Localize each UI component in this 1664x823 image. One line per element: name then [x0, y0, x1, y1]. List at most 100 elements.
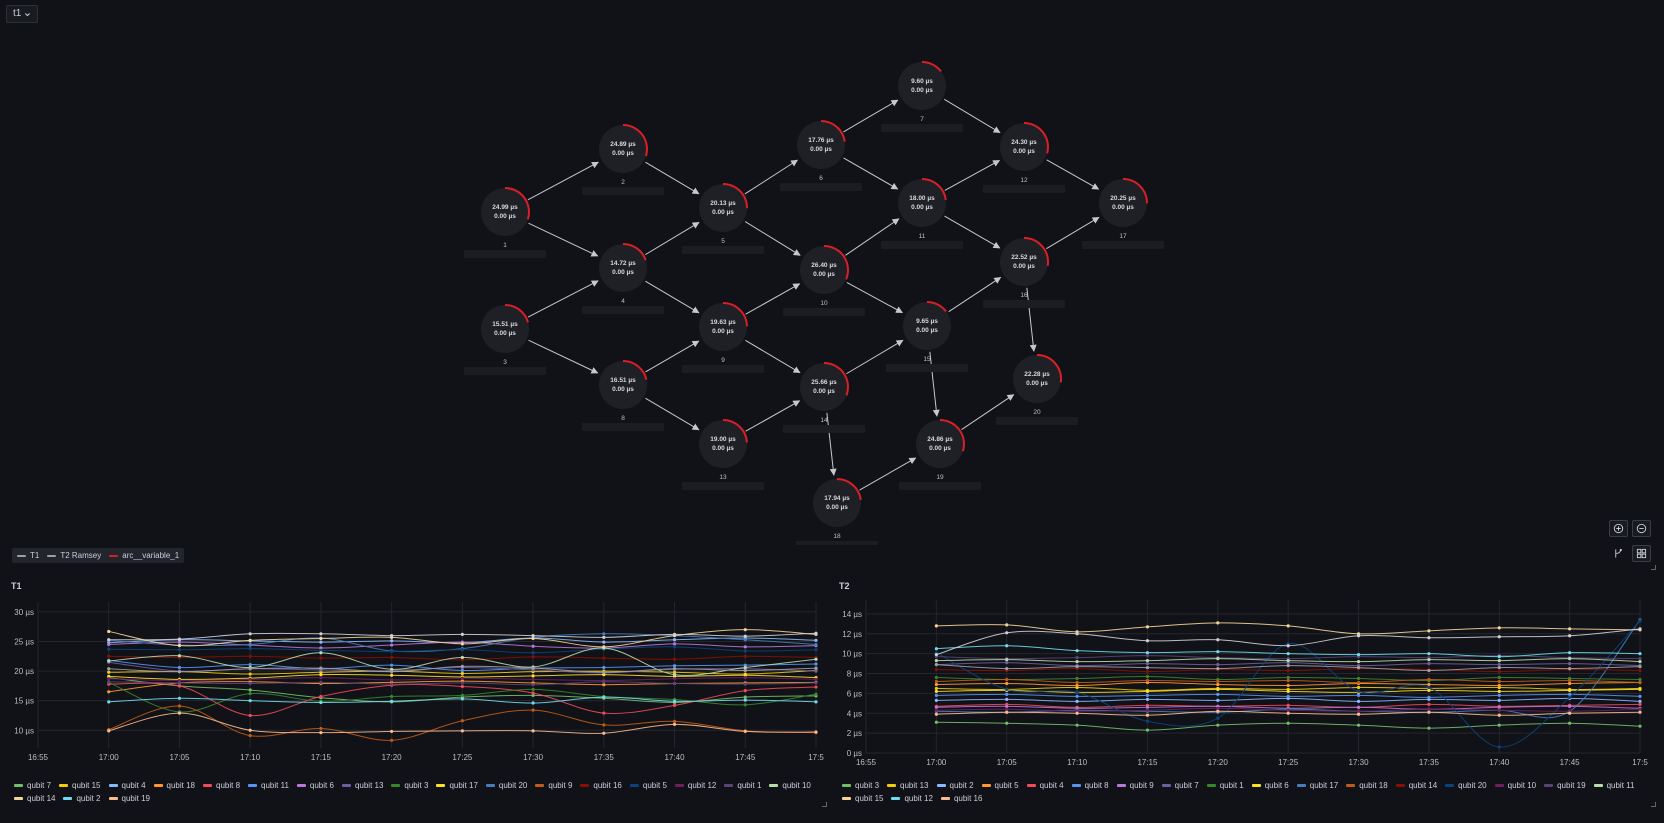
legend-item-qubit-12[interactable]: qubit 12 [674, 781, 716, 790]
graph-node-15[interactable]: 9.65 µs 0.00 µs 15 [886, 301, 968, 372]
graph-node-1[interactable]: 24.99 µs 0.00 µs 1 [464, 187, 546, 258]
legend-item-qubit-10[interactable]: qubit 10 [1494, 781, 1536, 790]
legend-item-qubit-20[interactable]: qubit 20 [1445, 781, 1487, 790]
data-point [248, 681, 252, 686]
graph-node-10[interactable]: 26.40 µs 0.00 µs 10 [783, 245, 865, 316]
legend-item-qubit-7[interactable]: qubit 7 [1161, 781, 1199, 790]
graph-node-13[interactable]: 19.00 µs 0.00 µs 13 [682, 419, 764, 490]
data-point [934, 679, 938, 684]
data-point [743, 634, 747, 638]
resize-handle[interactable] [1651, 565, 1656, 570]
legend-item-qubit-2[interactable]: qubit 2 [63, 794, 101, 803]
zoom-in-button[interactable] [1609, 520, 1628, 537]
legend-item-qubit-9[interactable]: qubit 9 [535, 781, 572, 790]
legend-item-qubit-12[interactable]: qubit 12 [891, 794, 933, 803]
node-arc [820, 120, 846, 142]
graph-node-6[interactable]: 17.76 µs 0.00 µs 6 [780, 120, 862, 191]
legend-item-qubit-16[interactable]: qubit 16 [580, 781, 622, 790]
graph-node-18[interactable]: 17.94 µs 0.00 µs 18 [796, 478, 878, 545]
data-point [1356, 676, 1361, 681]
legend-item-arc-variable[interactable]: arc__variable_1 [109, 551, 179, 560]
legend-item-qubit-18[interactable]: qubit 18 [1346, 781, 1388, 790]
legend-item-qubit-20[interactable]: qubit 20 [485, 781, 527, 790]
legend-item-qubit-6[interactable]: qubit 6 [1251, 781, 1289, 790]
legend-item-qubit-11[interactable]: qubit 11 [1593, 781, 1634, 790]
legend-item-qubit-8[interactable]: qubit 8 [203, 781, 240, 790]
legend-item-qubit-1[interactable]: qubit 1 [724, 781, 761, 790]
t2-resize-handle[interactable] [1651, 802, 1656, 807]
data-point [460, 729, 464, 733]
graph-node-11[interactable]: 18.00 µs 0.00 µs 11 [881, 178, 963, 249]
legend-label: qubit 9 [548, 781, 573, 790]
edge-1-2 [527, 161, 599, 201]
legend-item-qubit-3[interactable]: qubit 3 [391, 781, 428, 790]
legend-item-qubit-15[interactable]: qubit 15 [59, 781, 101, 790]
t2-chart[interactable]: 0 µs 2 µs 4 µs 6 µs 8 µs 10 µs 12 µs 14 µs 16:55… [828, 596, 1664, 779]
legend-item-qubit-19[interactable]: qubit 19 [108, 794, 150, 803]
data-point [1075, 690, 1079, 695]
data-point [107, 677, 111, 681]
legend-item-qubit-5[interactable]: qubit 5 [629, 781, 667, 790]
legend-item-qubit-18[interactable]: qubit 18 [153, 781, 195, 790]
legend-item-t1[interactable]: T1 [17, 551, 39, 560]
data-point [602, 656, 606, 660]
graph-node-8[interactable]: 16.51 µs 0.00 µs 8 [582, 360, 664, 431]
legend-item-qubit-5[interactable]: qubit 5 [981, 781, 1019, 790]
graph-node-7[interactable]: 9.60 µs 0.00 µs 7 [881, 61, 963, 132]
data-point [460, 664, 464, 668]
data-point [1568, 666, 1572, 671]
data-point [1216, 723, 1220, 727]
node-secondary-bar [881, 241, 963, 249]
variable-select[interactable]: t1 [6, 5, 39, 23]
graph-node-4[interactable]: 14.72 µs 0.00 µs 4 [582, 243, 664, 314]
series-qubit-19 [107, 711, 818, 735]
legend-item-qubit-4[interactable]: qubit 4 [108, 781, 146, 790]
legend-item-qubit-13[interactable]: qubit 13 [341, 781, 383, 790]
t1-chart[interactable]: 10 µs 15 µs 20 µs 25 µs 30 µs 16:55 17:00 17:05… [0, 596, 828, 779]
graph-node-17[interactable]: 20.25 µs 0.00 µs 17 [1082, 178, 1164, 249]
graph-node-2[interactable]: 24.89 µs 0.00 µs 2 [582, 124, 664, 195]
node-arc [504, 304, 530, 323]
legend-item-t2-ramsey[interactable]: T2 Ramsey [47, 551, 101, 560]
graph-node-19[interactable]: 24.86 µs 0.00 µs 19 [899, 419, 981, 490]
legend-item-qubit-14[interactable]: qubit 14 [1395, 781, 1437, 790]
node-t1-value: 17.76 µs [808, 137, 834, 144]
graph-node-5[interactable]: 20.13 µs 0.00 µs 5 [682, 183, 764, 254]
legend-item-qubit-7[interactable]: qubit 7 [14, 781, 51, 790]
legend-item-qubit-16[interactable]: qubit 16 [940, 794, 982, 803]
legend-item-qubit-8[interactable]: qubit 8 [1071, 781, 1109, 790]
data-point [1427, 685, 1431, 690]
legend-item-qubit-9[interactable]: qubit 9 [1116, 781, 1154, 790]
legend-item-qubit-15[interactable]: qubit 15 [842, 794, 883, 803]
data-point [743, 654, 747, 658]
legend-item-qubit-3[interactable]: qubit 3 [842, 781, 879, 790]
legend-item-qubit-19[interactable]: qubit 19 [1544, 781, 1586, 790]
zoom-out-button[interactable] [1632, 520, 1651, 537]
legend-swatch [14, 797, 23, 800]
legend-item-qubit-17[interactable]: qubit 17 [1296, 781, 1338, 790]
graph-node-16[interactable]: 22.52 µs 0.00 µs 16 [983, 237, 1065, 308]
legend-item-qubit-4[interactable]: qubit 4 [1026, 781, 1064, 790]
legend-item-qubit-6[interactable]: qubit 6 [296, 781, 334, 790]
legend-item-qubit-11[interactable]: qubit 11 [248, 781, 289, 790]
t1-resize-handle[interactable] [822, 802, 827, 807]
graph-node-20[interactable]: 22.28 µs 0.00 µs 20 [996, 354, 1078, 425]
legend-label: qubit 3 [404, 781, 429, 790]
data-point [531, 666, 535, 670]
grid-view-button[interactable] [1632, 545, 1651, 562]
graph-node-3[interactable]: 15.51 µs 0.00 µs 3 [464, 304, 546, 375]
graph-node-9[interactable]: 19.63 µs 0.00 µs 9 [682, 302, 764, 373]
legend-item-qubit-17[interactable]: qubit 17 [436, 781, 478, 790]
layout-icon [1615, 548, 1622, 558]
legend-item-qubit-13[interactable]: qubit 13 [887, 781, 929, 790]
data-point [177, 640, 182, 644]
legend-item-qubit-14[interactable]: qubit 14 [14, 794, 55, 803]
layout-button[interactable] [1609, 545, 1628, 562]
graph-node-12[interactable]: 24.30 µs 0.00 µs 12 [983, 122, 1065, 193]
data-point [1638, 680, 1642, 685]
legend-item-qubit-10[interactable]: qubit 10 [769, 781, 811, 790]
legend-item-qubit-2[interactable]: qubit 2 [936, 781, 974, 790]
series-line [936, 620, 1641, 748]
legend-item-qubit-1[interactable]: qubit 1 [1206, 781, 1244, 790]
graph-node-14[interactable]: 25.66 µs 0.00 µs 14 [783, 362, 865, 433]
